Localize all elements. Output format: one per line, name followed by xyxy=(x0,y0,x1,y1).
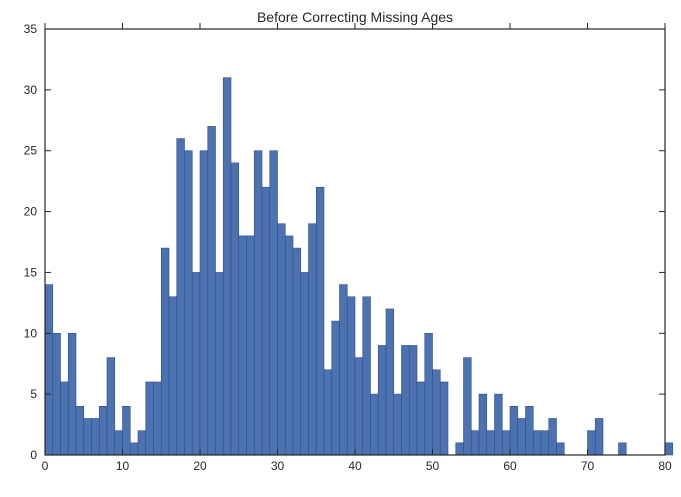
histogram-bar xyxy=(67,332,77,456)
histogram-bar xyxy=(230,162,240,456)
histogram-bar xyxy=(362,296,371,456)
histogram-bar xyxy=(129,442,139,456)
histogram-bar xyxy=(75,406,85,456)
histogram-bar xyxy=(478,393,488,456)
x-tick-label: 80 xyxy=(658,459,672,473)
histogram-bar xyxy=(525,406,534,456)
histogram-bar xyxy=(315,186,325,456)
histogram-bar xyxy=(176,138,185,456)
y-tick-label: 30 xyxy=(24,83,38,97)
histogram-bar xyxy=(215,272,224,456)
y-tick-label: 20 xyxy=(24,205,38,219)
histogram-bar xyxy=(556,442,565,456)
ticks-group: 0 10 20 30 40 50 60 70 80 0 5 10 15 20 25 30 35 xyxy=(24,22,672,473)
histogram-bar xyxy=(540,430,550,456)
histogram-bar xyxy=(401,345,410,456)
histogram-bar xyxy=(292,247,302,456)
histogram-bar xyxy=(269,150,278,456)
histogram-bar xyxy=(60,381,69,456)
histogram-bar xyxy=(246,235,255,456)
histogram-bar xyxy=(238,235,247,456)
plot-frame xyxy=(44,28,666,456)
histogram-bar xyxy=(277,223,286,456)
histogram-bar xyxy=(463,357,472,456)
histogram-bar xyxy=(346,296,356,456)
x-tick-label: 20 xyxy=(193,459,207,473)
histogram-bar xyxy=(122,406,131,456)
histogram-bar xyxy=(199,150,209,456)
bars-group xyxy=(44,77,674,456)
histogram-bar xyxy=(377,345,387,456)
histogram-bar xyxy=(160,247,170,456)
histogram-bar xyxy=(145,381,154,456)
histogram-bar xyxy=(370,393,379,456)
histogram-bar xyxy=(323,369,333,456)
x-tick-label: 60 xyxy=(503,459,517,473)
histogram-bar xyxy=(470,430,480,456)
histogram-bar xyxy=(354,357,364,456)
y-tick-label: 25 xyxy=(24,144,38,158)
histogram-bar xyxy=(385,308,395,456)
histogram-bar xyxy=(207,126,216,456)
histogram-bar xyxy=(284,235,294,456)
histogram-bar xyxy=(424,332,433,456)
histogram-bar xyxy=(52,332,61,456)
histogram-bar xyxy=(501,430,511,456)
histogram-bar xyxy=(494,393,503,456)
histogram-bar xyxy=(393,393,402,456)
histogram-bar xyxy=(532,430,542,456)
histogram-bar xyxy=(300,272,309,456)
histogram-bar xyxy=(455,442,464,456)
histogram-bar xyxy=(416,381,426,456)
histogram-bar xyxy=(114,430,123,456)
histogram-bar xyxy=(168,296,178,456)
histogram-bar xyxy=(339,284,348,456)
y-tick-label: 35 xyxy=(24,22,38,36)
histogram-bar xyxy=(439,381,449,456)
histogram-bar xyxy=(191,272,201,456)
y-tick-label: 5 xyxy=(30,387,37,401)
histogram-bar xyxy=(308,223,317,456)
histogram-bar xyxy=(83,418,92,456)
histogram-bar xyxy=(432,369,441,456)
x-tick-label: 70 xyxy=(581,459,595,473)
x-tick-label: 10 xyxy=(116,459,130,473)
histogram-bar xyxy=(408,345,418,456)
histogram-bar xyxy=(548,418,557,456)
histogram-bar xyxy=(517,418,526,456)
histogram-bar xyxy=(331,320,340,456)
histogram-bar xyxy=(664,442,674,456)
x-tick-label: 40 xyxy=(348,459,362,473)
histogram-bar xyxy=(618,442,627,456)
histogram-bar xyxy=(486,430,495,456)
histogram-bar xyxy=(509,406,519,456)
histogram-bar xyxy=(153,381,162,456)
histogram-bar xyxy=(44,284,54,456)
histogram-bar xyxy=(587,430,596,456)
histogram-bar xyxy=(184,150,193,456)
histogram-bar xyxy=(222,77,232,456)
y-tick-label: 10 xyxy=(24,326,38,340)
chart-title: Before Correcting Missing Ages xyxy=(257,9,453,25)
x-tick-label: 0 xyxy=(42,459,49,473)
x-tick-label: 50 xyxy=(426,459,440,473)
y-tick-label: 15 xyxy=(24,265,38,279)
histogram-bar xyxy=(261,186,271,456)
x-tick-label: 30 xyxy=(271,459,285,473)
histogram-bar xyxy=(91,418,100,456)
histogram-bar xyxy=(594,418,604,456)
histogram-bar xyxy=(98,406,108,456)
y-tick-label: 0 xyxy=(30,448,37,462)
histogram-bar xyxy=(137,430,147,456)
histogram-bar xyxy=(253,150,263,456)
histogram-bar xyxy=(106,357,116,456)
